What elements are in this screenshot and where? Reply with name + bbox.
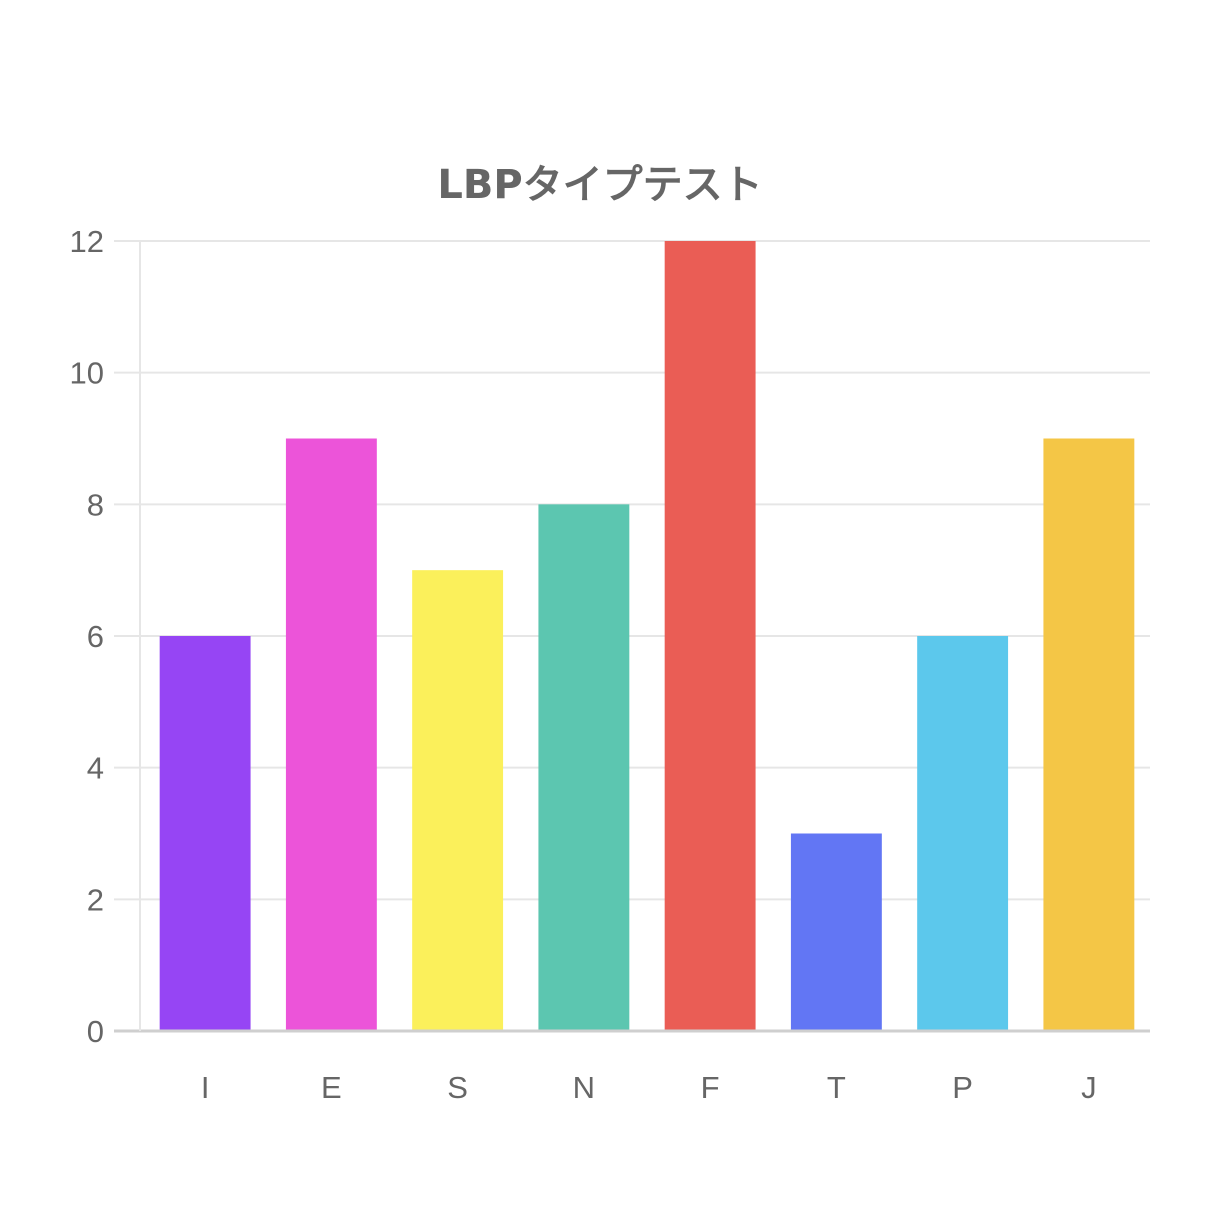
x-tick-label: T — [827, 1070, 846, 1105]
bar-f — [664, 241, 756, 1031]
x-tick-label: J — [1081, 1070, 1097, 1105]
x-tick-label: I — [201, 1070, 210, 1105]
bar-e — [285, 438, 377, 1031]
chart-title: LBPタイプテスト — [437, 162, 762, 208]
y-tick-label: 0 — [87, 1014, 104, 1049]
bar-j — [1043, 438, 1135, 1031]
x-tick-label: E — [321, 1070, 342, 1105]
x-tick-label: P — [952, 1070, 973, 1105]
y-tick-label: 6 — [87, 619, 104, 654]
bar-t — [790, 833, 882, 1031]
x-tick-label: F — [701, 1070, 720, 1105]
bars — [159, 241, 1135, 1031]
bar-p — [917, 636, 1009, 1031]
x-tick-label: S — [447, 1070, 468, 1105]
bar-s — [412, 570, 504, 1031]
bar-n — [538, 504, 630, 1031]
y-tick-label: 2 — [87, 882, 104, 917]
bar-i — [159, 636, 251, 1031]
y-tick-label: 8 — [87, 487, 104, 522]
x-tick-label: N — [573, 1070, 595, 1105]
y-tick-label: 4 — [87, 751, 104, 786]
y-tick-label: 10 — [70, 356, 104, 391]
y-tick-label: 12 — [70, 224, 104, 259]
y-axis-tick-labels: 0 2 4 6 8 10 12 — [70, 224, 104, 1049]
